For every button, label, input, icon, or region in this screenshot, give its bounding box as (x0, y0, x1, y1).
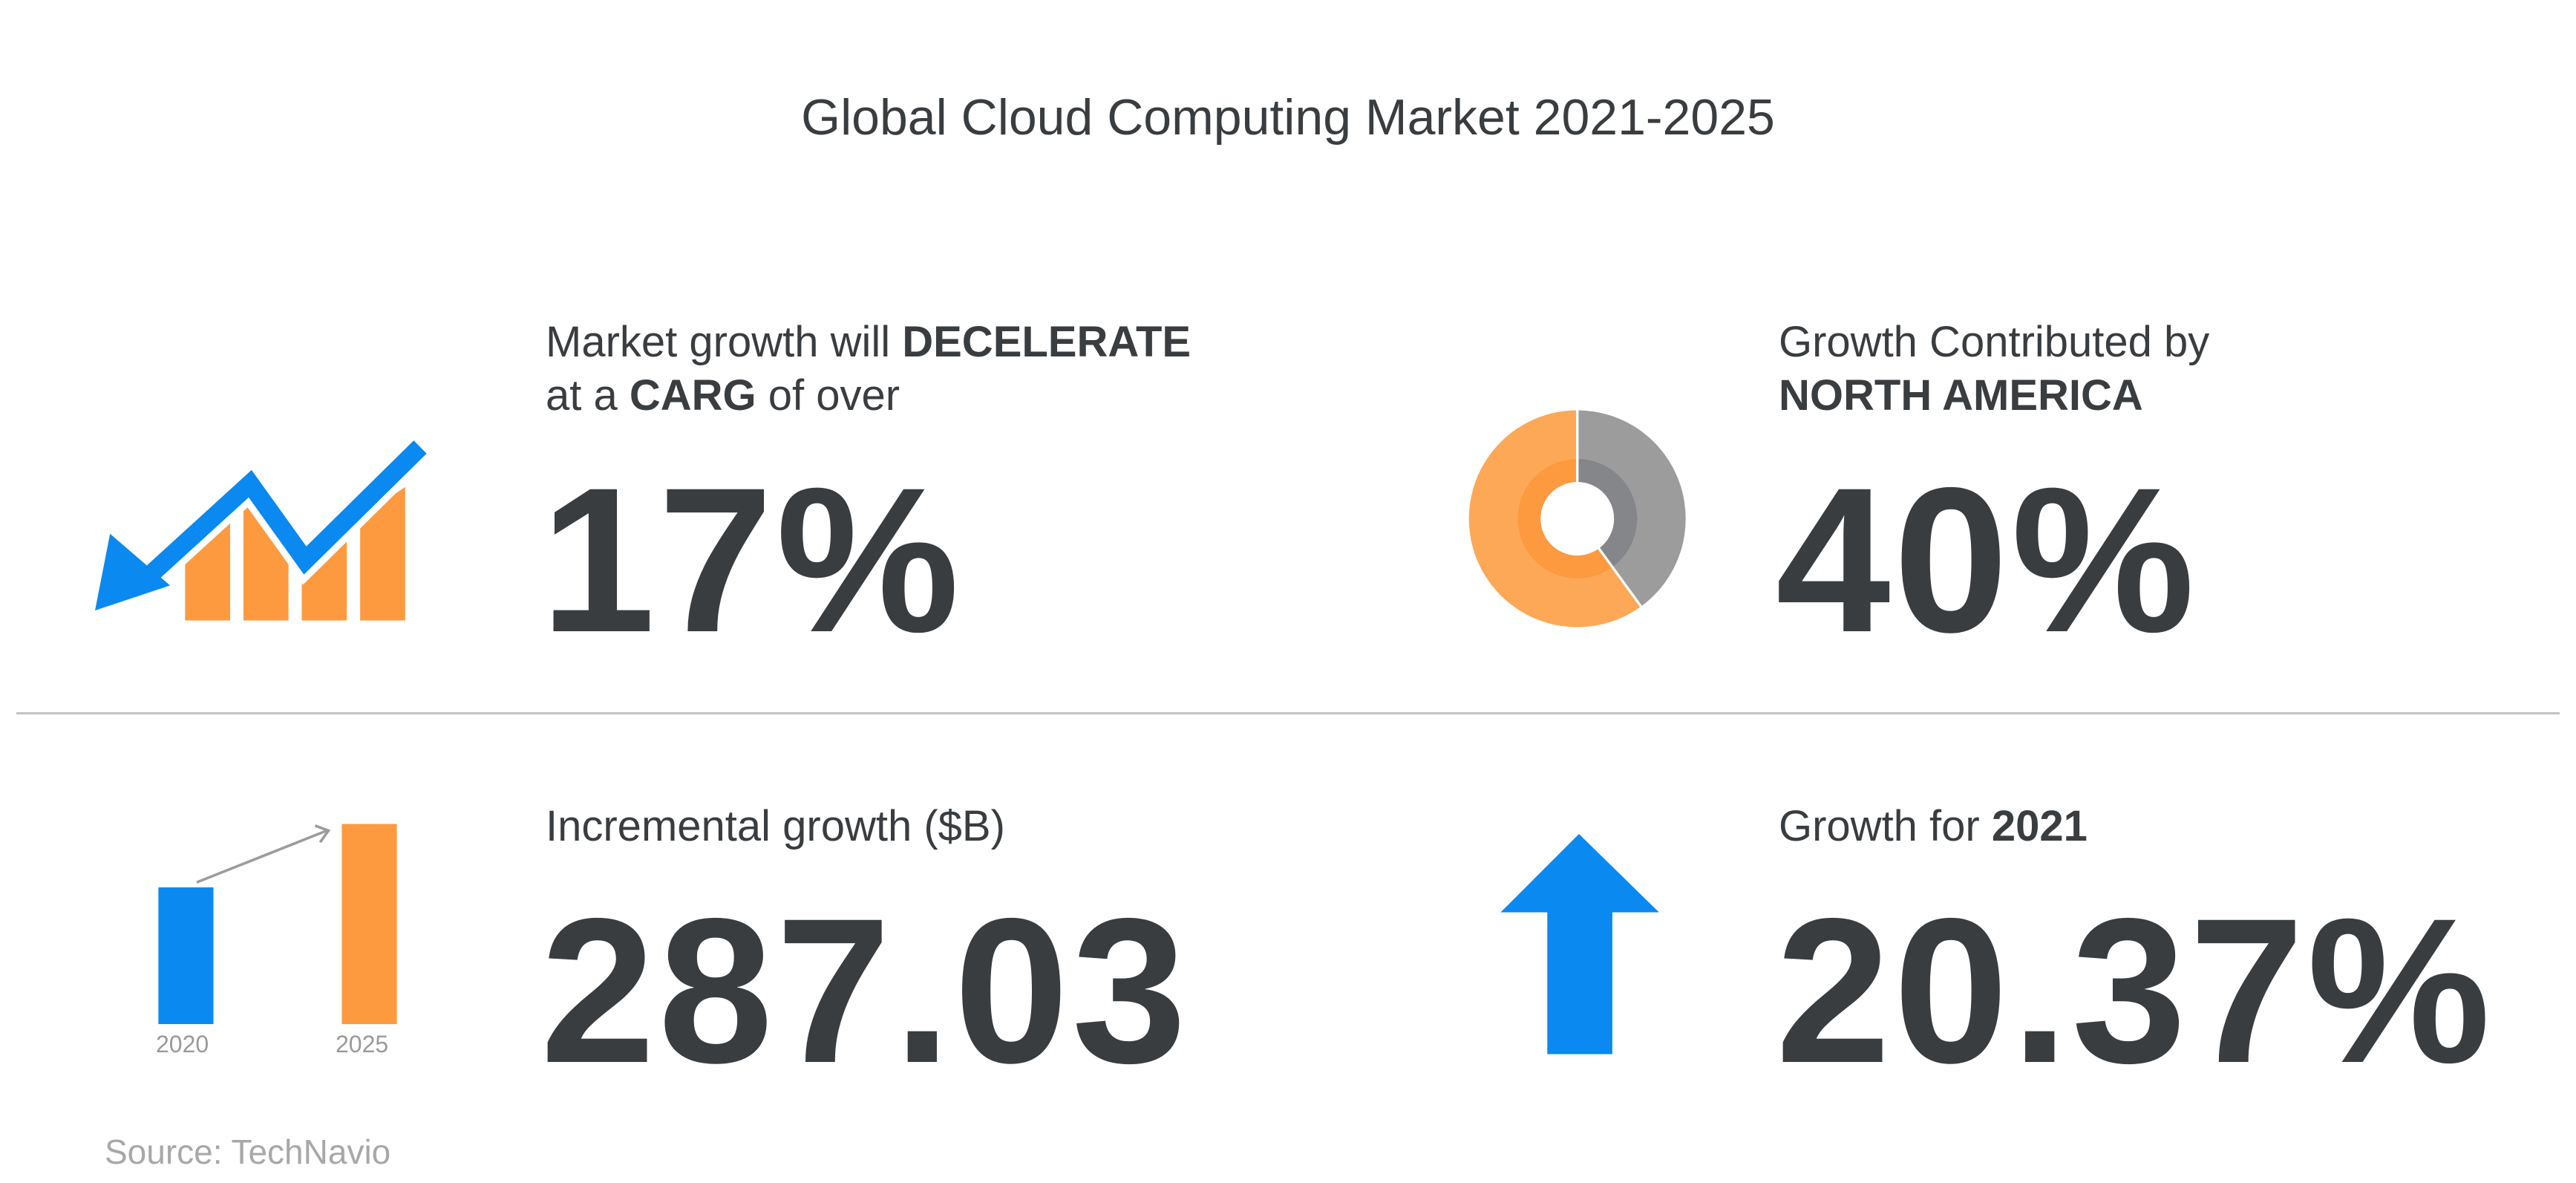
donut-slice-north-america (1577, 410, 1686, 607)
donut-slice-rest (1468, 410, 1641, 628)
donut-chart-icon (1468, 408, 1686, 628)
label-text: Growth for (1779, 802, 1992, 850)
donut-slice-rest-inner (1517, 458, 1613, 579)
divider (16, 712, 2560, 714)
label-bold: NORTH AMERICA (1779, 371, 2143, 420)
stat-label-incremental: Incremental growth ($B) (546, 802, 1005, 850)
stat-label-north-america: Growth Contributed by NORTH AMERICA (1779, 316, 2209, 423)
label-text: Growth Contributed by (1779, 318, 2210, 366)
stat-value-incremental: 287.03 (540, 875, 1190, 1106)
label-text: of over (756, 371, 900, 420)
arrow-head (95, 533, 171, 611)
donut-hole (1540, 482, 1615, 555)
bar-2025 (341, 824, 397, 1025)
bar-2020 (158, 887, 214, 1025)
year-label-2020: 2020 (156, 1031, 209, 1057)
icon-bar (301, 530, 347, 621)
label-bold: CARG (629, 371, 756, 420)
source-note: Source: TechNavio (105, 1133, 391, 1171)
icon-bar (243, 483, 289, 621)
icon-bar (360, 486, 405, 621)
label-text: Market growth will (546, 318, 903, 366)
page-title: Global Cloud Computing Market 2021-2025 (801, 89, 1775, 146)
growth-arrow-head (314, 824, 331, 844)
growth-arrow-line (196, 829, 327, 884)
label-bold: DECELERATE (902, 318, 1191, 366)
stat-value-growth-2021: 20.37% (1776, 875, 2494, 1106)
decline-chart-icon (95, 435, 431, 621)
icon-trend-line (130, 440, 427, 594)
stat-value-cagr: 17% (540, 444, 963, 675)
donut-slice-north-america-inner (1577, 458, 1638, 567)
stat-label-growth-2021: Growth for 2021 (1779, 800, 2088, 853)
year-label-2025: 2025 (336, 1031, 389, 1057)
bar-growth-icon (158, 824, 397, 1025)
stat-value-north-america: 40% (1776, 444, 2198, 675)
label-bold: 2021 (1991, 802, 2088, 850)
label-text: at a (546, 371, 630, 420)
up-arrow-icon (1500, 834, 1659, 1055)
stat-label-cagr: Market growth will DECELERATE at a CARG … (546, 316, 1191, 423)
